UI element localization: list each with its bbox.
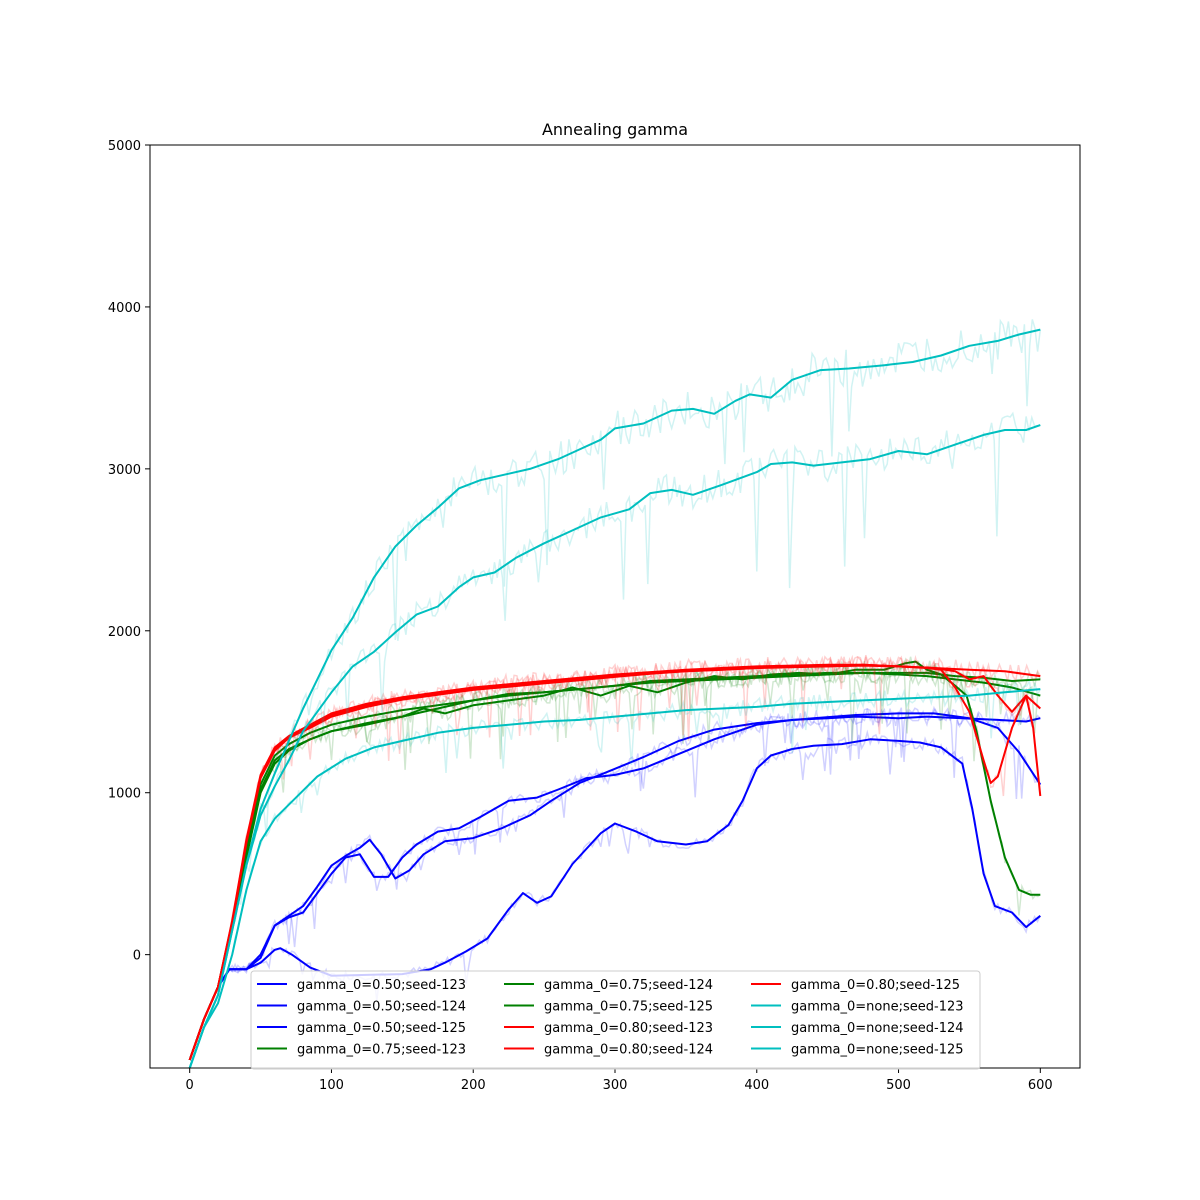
y-tick-label-1: 1000 — [108, 787, 141, 802]
series-line-9 — [188, 688, 1041, 1068]
series-line-8 — [188, 664, 1041, 1061]
series-lines — [188, 318, 1042, 1068]
y-tick-label-0: 0 — [133, 949, 141, 964]
legend-label-6: gamma_0=0.80;seed-123 — [544, 1021, 713, 1036]
legend: gamma_0=0.50;seed-123 gamma_0=0.50;seed-1… — [250, 970, 981, 1070]
series-raw-2 — [188, 705, 1041, 1061]
y-tick-label-3: 3000 — [108, 463, 141, 478]
plot-area — [188, 318, 1042, 1068]
x-tick-label-2: 200 — [461, 1078, 486, 1093]
x-tick-label-0: 0 — [186, 1078, 194, 1093]
series-line-5 — [188, 671, 1041, 1061]
legend-label-8: gamma_0=0.80;seed-125 — [791, 978, 960, 993]
legend-label-7: gamma_0=0.80;seed-124 — [544, 1043, 713, 1058]
series-line-7 — [188, 663, 1041, 1061]
series-raw-5 — [188, 662, 1041, 1061]
series-line-2 — [188, 712, 1042, 1061]
series-raw-3 — [188, 662, 1041, 1061]
chart-title: Annealing gamma — [542, 120, 688, 139]
y-tick-label-4: 4000 — [108, 301, 141, 316]
legend-label-9: gamma_0=none;seed-123 — [791, 1000, 964, 1015]
x-tick-label-5: 500 — [886, 1078, 911, 1093]
legend-label-1: gamma_0=0.50;seed-124 — [297, 1000, 466, 1015]
series-line-10 — [188, 424, 1041, 1068]
series-raw-8 — [188, 655, 1041, 1061]
legend-label-5: gamma_0=0.75;seed-125 — [544, 1000, 713, 1015]
legend-label-10: gamma_0=none;seed-124 — [791, 1021, 964, 1036]
legend-label-4: gamma_0=0.75;seed-124 — [544, 978, 713, 993]
legend-label-3: gamma_0=0.75;seed-123 — [297, 1043, 466, 1058]
x-tick-label-6: 600 — [1028, 1078, 1053, 1093]
legend-box — [250, 970, 981, 1070]
series-line-0 — [188, 738, 1041, 1061]
x-tick-label-1: 100 — [319, 1078, 344, 1093]
y-tick-label-2: 2000 — [108, 625, 141, 640]
series-line-11 — [188, 328, 1041, 1068]
y-tick-label-5: 5000 — [108, 139, 141, 154]
legend-label-0: gamma_0=0.50;seed-123 — [297, 978, 466, 993]
legend-label-11: gamma_0=none;seed-125 — [791, 1043, 964, 1058]
x-tick-label-3: 300 — [603, 1078, 628, 1093]
x-tick-label-4: 400 — [744, 1078, 769, 1093]
legend-label-2: gamma_0=0.50;seed-125 — [297, 1021, 466, 1036]
series-raw-7 — [188, 654, 1041, 1061]
